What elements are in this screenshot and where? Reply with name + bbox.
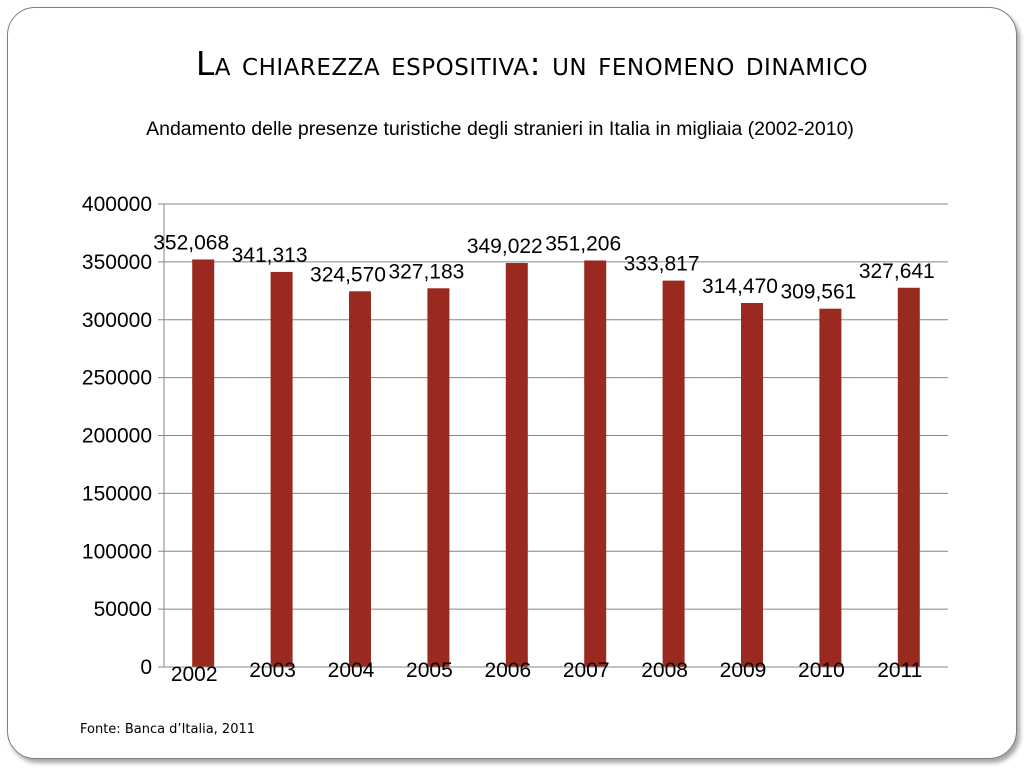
bar	[662, 280, 685, 667]
x-tick-label: 2009	[720, 659, 767, 682]
bar	[584, 260, 607, 667]
bar	[349, 291, 371, 667]
data-label: 327,183	[388, 260, 464, 283]
x-tick-label: 2005	[406, 659, 453, 682]
data-label: 309,561	[780, 281, 856, 304]
y-tick-label: 400000	[82, 193, 152, 216]
bar	[819, 308, 842, 667]
y-tick-label: 50000	[94, 598, 152, 621]
data-label: 352,068	[153, 231, 229, 254]
y-tick-label: 0	[140, 656, 152, 679]
y-tick-label: 100000	[82, 540, 152, 563]
bar	[741, 303, 763, 667]
x-tick-label: 2002	[171, 663, 218, 686]
y-tick-label: 250000	[82, 367, 152, 390]
x-tick-label: 2003	[249, 659, 296, 682]
data-label: 351,206	[545, 232, 621, 255]
x-tick-label: 2011	[877, 659, 922, 682]
source-note: Fonte: Banca d’Italia, 2011	[80, 722, 256, 737]
data-label: 341,313	[232, 244, 308, 267]
y-tick-label: 200000	[82, 425, 152, 448]
bar	[270, 271, 293, 667]
bar	[897, 287, 920, 667]
data-label: 314,470	[702, 275, 778, 298]
bar	[427, 288, 450, 667]
y-tick-label: 350000	[82, 251, 152, 274]
x-tick-label: 2004	[328, 659, 375, 682]
y-tick-label: 150000	[82, 482, 152, 505]
data-label: 324,570	[310, 263, 386, 286]
bar	[192, 259, 215, 667]
x-tick-label: 2006	[484, 659, 531, 682]
y-tick-label: 300000	[82, 309, 152, 332]
slide-title: La chiarezza espositiva: un fenomeno din…	[195, 44, 869, 83]
x-tick-label: 2008	[641, 659, 688, 682]
bar	[505, 263, 528, 667]
chart-title: Andamento delle presenze turistiche degl…	[146, 118, 854, 140]
x-tick-label: 2007	[563, 659, 610, 682]
data-label: 333,817	[624, 253, 700, 276]
data-label: 349,022	[467, 235, 543, 258]
x-tick-label: 2010	[798, 659, 845, 682]
data-label: 327,641	[859, 260, 935, 283]
